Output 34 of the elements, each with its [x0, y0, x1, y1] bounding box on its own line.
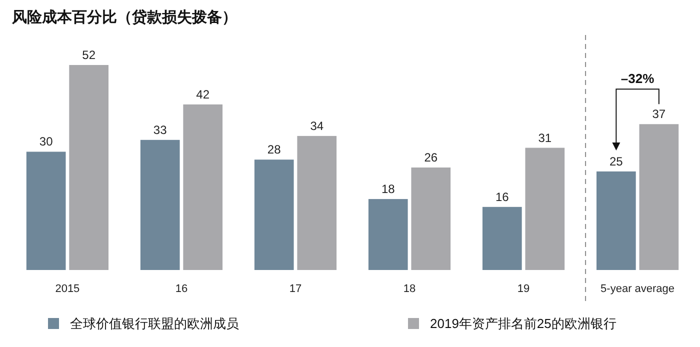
bar [639, 124, 679, 270]
data-label: 42 [196, 87, 210, 102]
legend-label: 2019年资产排名前25的欧洲银行 [430, 316, 616, 331]
data-label: 33 [153, 122, 168, 137]
x-tick-label: 16 [175, 283, 188, 295]
data-label: 26 [424, 150, 438, 164]
bar [254, 160, 294, 270]
data-label: 37 [652, 107, 666, 122]
data-label: 18 [381, 182, 396, 196]
bar [482, 206, 522, 270]
chart-title: 风险成本百分比（贷款损失拨备） [11, 9, 237, 26]
bar [183, 104, 223, 270]
bar [297, 136, 337, 270]
data-label: 16 [495, 190, 510, 204]
data-label: 31 [538, 130, 552, 145]
data-label: 52 [82, 48, 96, 62]
bar [525, 148, 565, 270]
x-tick-label: 5-year average [600, 283, 675, 295]
bar [368, 199, 408, 270]
x-tick-label: 19 [517, 283, 530, 295]
bar [411, 168, 451, 270]
bar [69, 65, 108, 270]
annotation: –32% [620, 71, 655, 86]
data-label: 28 [267, 142, 282, 157]
bar [26, 152, 66, 270]
data-label: 34 [310, 118, 324, 133]
x-tick-label: 17 [289, 283, 302, 295]
legend-label: 全球价值银行联盟的欧洲成员 [70, 316, 239, 331]
bar [140, 140, 180, 270]
x-tick-label: 18 [403, 283, 416, 295]
data-label: 30 [39, 134, 54, 149]
data-label: 25 [609, 154, 624, 168]
bar [596, 171, 636, 270]
x-tick-label: 2015 [55, 283, 80, 295]
